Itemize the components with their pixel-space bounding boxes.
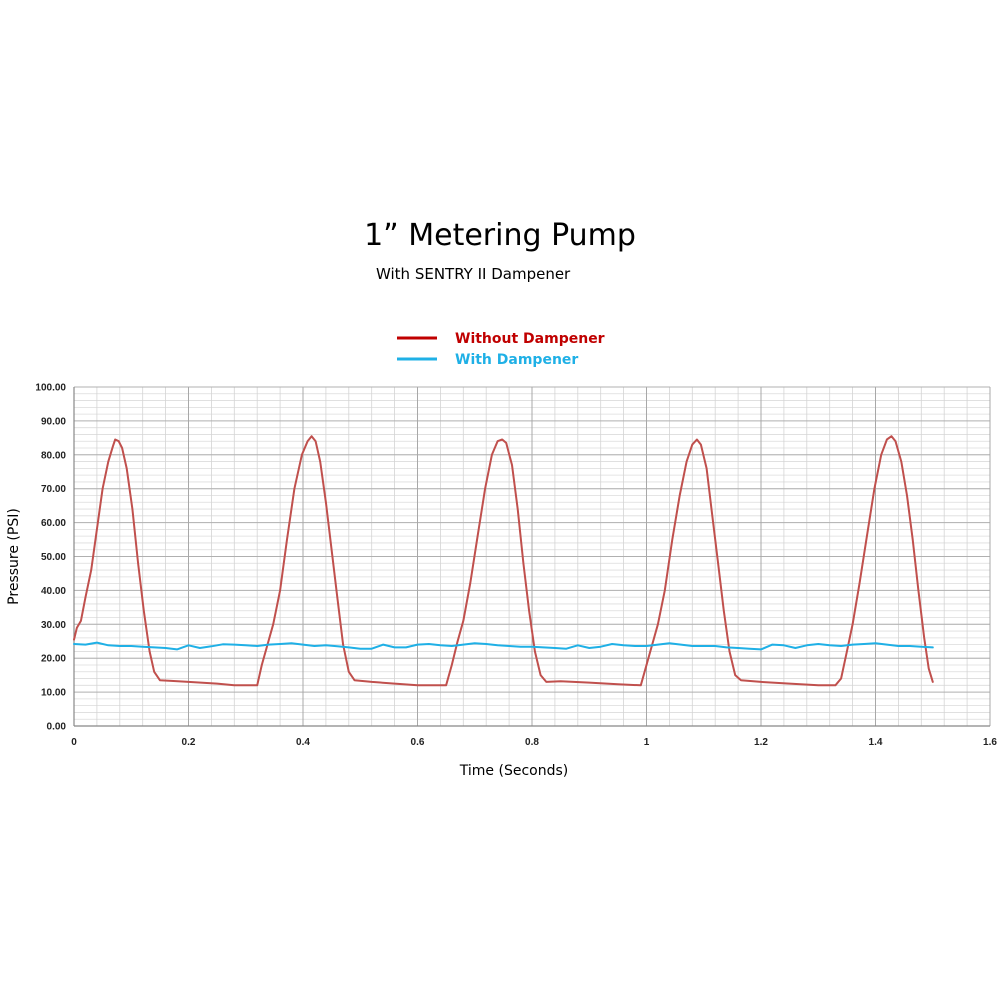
x-tick-label: 0 [71, 737, 77, 748]
y-tick-label: 70.00 [41, 484, 66, 495]
x-tick-label: 1.4 [869, 737, 883, 748]
legend: Without Dampener With Dampener [397, 331, 605, 368]
axes [73, 387, 990, 727]
y-tick-label: 50.00 [41, 552, 66, 563]
y-tick-label: 30.00 [41, 620, 66, 631]
legend-label-without-dampener: Without Dampener [455, 331, 605, 347]
chart-subtitle: With SENTRY II Dampener [376, 265, 571, 283]
series-line-without-dampener [73, 435, 934, 687]
legend-label-with-dampener: With Dampener [455, 352, 578, 368]
y-tick-label: 60.00 [41, 518, 66, 529]
x-tick-label: 0.4 [296, 737, 310, 748]
y-tick-label: 20.00 [41, 654, 66, 665]
x-tick-label: 1.2 [754, 737, 768, 748]
y-tick-label: 90.00 [41, 416, 66, 427]
x-tick-label: 0.6 [411, 737, 425, 748]
y-tick-label: 40.00 [41, 586, 66, 597]
y-tick-label: 0.00 [47, 722, 67, 733]
x-tick-label: 0.8 [525, 737, 539, 748]
y-tick-label: 80.00 [41, 450, 66, 461]
chart-title: 1” Metering Pump [364, 218, 636, 253]
y-tick-label: 100.00 [35, 383, 66, 394]
tick-labels: 0.00 10.00 20.00 30.00 40.00 50.00 60.00 70.00 8… [35, 383, 997, 749]
series-line-with-dampener [73, 641, 934, 651]
y-axis-label: Pressure (PSI) [6, 508, 22, 605]
x-tick-label: 1.6 [983, 737, 997, 748]
x-tick-label: 1 [644, 737, 650, 748]
x-axis-label: Time (Seconds) [459, 763, 568, 779]
x-tick-label: 0.2 [182, 737, 196, 748]
y-tick-label: 10.00 [41, 688, 66, 699]
series-layer [73, 435, 934, 687]
